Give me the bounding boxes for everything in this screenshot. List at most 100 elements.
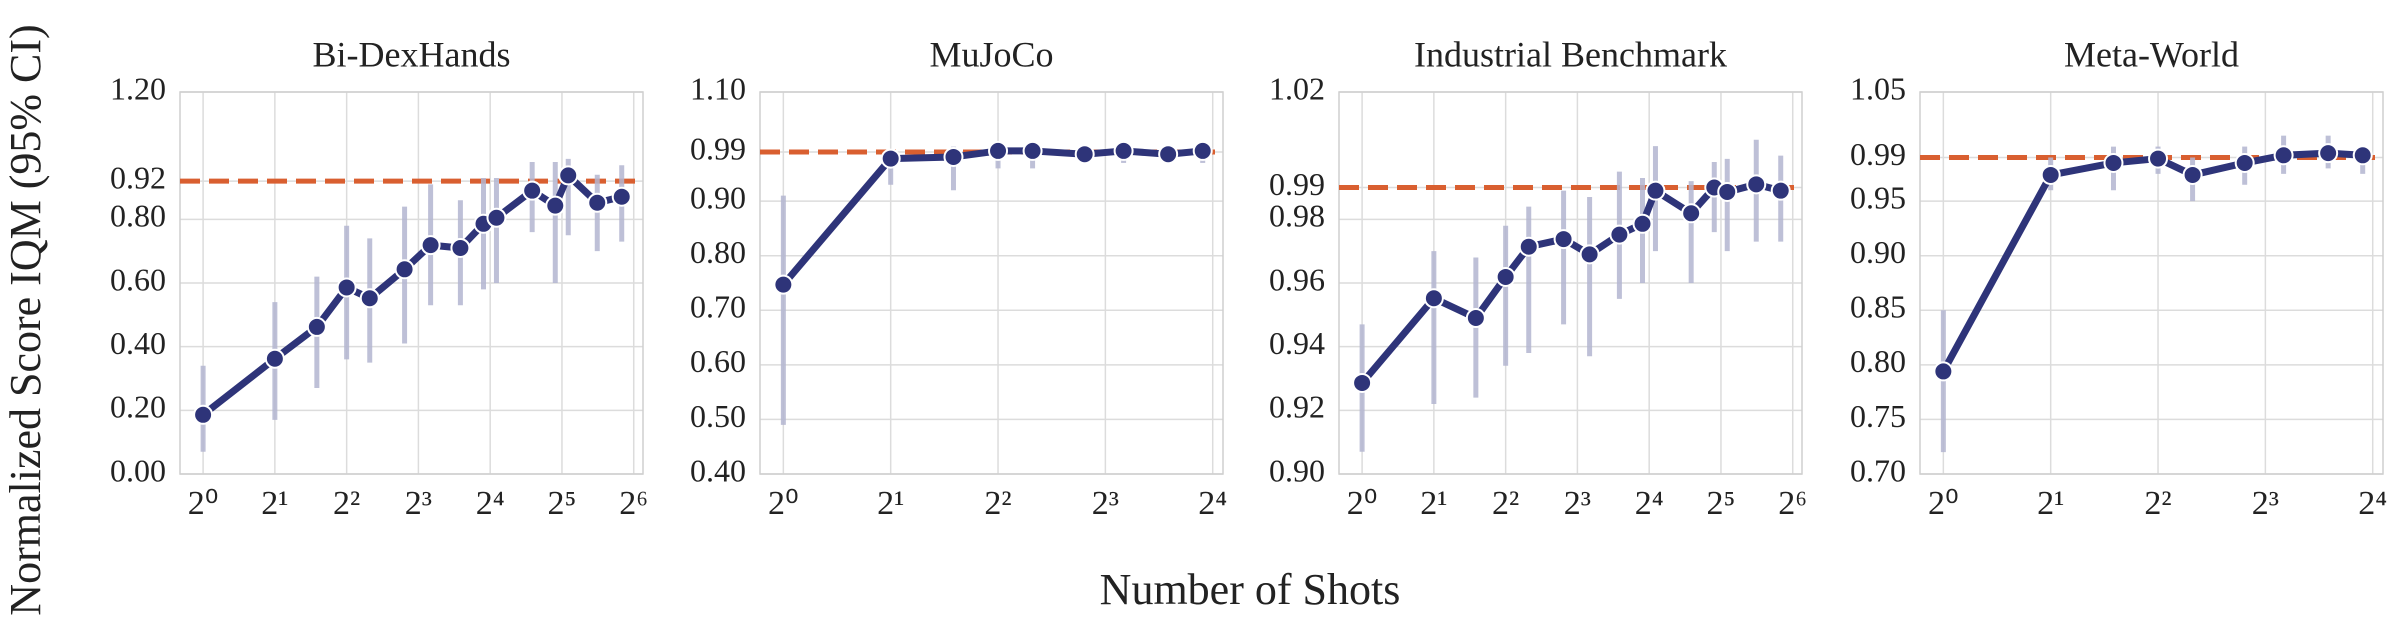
data-point [1352, 372, 1373, 393]
y-tick-label: 0.40 [110, 325, 166, 361]
data-point [2103, 152, 2124, 173]
y-tick-label: 0.75 [1850, 398, 1906, 434]
data-point [943, 146, 964, 167]
data-point [450, 237, 471, 258]
data-point [2182, 164, 2203, 185]
y-tick-label: 0.80 [110, 198, 166, 234]
y-tick-label: 0.60 [110, 261, 166, 297]
data-point [587, 192, 608, 213]
y-tick-label: 1.10 [690, 70, 746, 106]
plot-frame [759, 91, 1224, 475]
series-line [1940, 149, 2363, 374]
x-tick-label: 2² [2144, 485, 2171, 522]
data-point [1632, 213, 1653, 234]
subplot-title: Meta-World [2064, 34, 2239, 74]
data-point [1681, 203, 1702, 224]
x-tick-label: 2⁰ [188, 485, 219, 522]
data-point [773, 274, 794, 295]
data-point [336, 277, 357, 298]
data-point [2148, 148, 2169, 169]
y-tick-label: 0.85 [1850, 289, 1906, 325]
y-tick-label: 0.20 [110, 389, 166, 425]
plot-frame [1919, 91, 2384, 475]
data-point [2234, 152, 2255, 173]
x-tick-label: 2⁶ [1778, 485, 1807, 522]
y-axis-label: Normalized Score IQM (95% CI) [1, 24, 50, 615]
data-point [264, 348, 285, 369]
data-point [1645, 180, 1666, 201]
x-tick-label: 2³ [1564, 485, 1591, 522]
y-tick-label: 0.60 [690, 343, 746, 379]
data-point [2352, 145, 2373, 166]
data-point [2040, 164, 2061, 185]
data-point [1770, 180, 1791, 201]
x-tick-label: 2⁴ [476, 485, 505, 522]
x-axis-label: Number of Shots [1100, 565, 1401, 614]
x-tick-label: 2¹ [877, 485, 904, 522]
data-point [611, 186, 632, 207]
data-point [1746, 174, 1767, 195]
subplot-title: Industrial Benchmark [1414, 34, 1727, 74]
plot-frame [179, 91, 644, 475]
x-tick-label: 2² [1492, 485, 1519, 522]
data-point [1113, 140, 1134, 161]
x-tick-label: 2⁵ [548, 485, 577, 522]
y-tick-label: 0.90 [1850, 234, 1906, 270]
y-tick-label: 0.99 [1269, 166, 1325, 202]
x-tick-label: 2¹ [1420, 485, 1447, 522]
y-tick-label: 1.05 [1850, 70, 1906, 106]
data-point [1465, 308, 1486, 329]
y-tick-label: 0.90 [1269, 452, 1325, 488]
data-point [1022, 140, 1043, 161]
x-tick-label: 2² [984, 485, 1011, 522]
x-tick-label: 2⁰ [768, 485, 799, 522]
data-point [988, 140, 1009, 161]
data-point [394, 259, 415, 280]
data-point [359, 288, 380, 309]
data-point [880, 148, 901, 169]
data-point [486, 207, 507, 228]
y-tick-label: 0.70 [690, 289, 746, 325]
y-tick-label: 0.96 [1269, 261, 1325, 297]
data-point [1579, 244, 1600, 265]
data-point [1074, 144, 1095, 165]
y-tick-label: 0.90 [690, 179, 746, 215]
y-tick-label: 0.80 [690, 234, 746, 270]
y-tick-label: 0.92 [1269, 389, 1325, 425]
y-tick-label: 0.00 [110, 452, 166, 488]
x-tick-label: 2¹ [2037, 485, 2064, 522]
series-line [780, 147, 1204, 287]
y-tick-label: 0.99 [1850, 136, 1906, 172]
data-point [1192, 140, 1213, 161]
subplot-title: Bi-DexHands [313, 34, 511, 74]
y-tick-label: 0.94 [1269, 325, 1325, 361]
data-point [306, 316, 327, 337]
y-tick-label: 0.80 [1850, 343, 1906, 379]
data-point [558, 165, 579, 186]
x-tick-label: 2⁵ [1707, 485, 1736, 522]
data-point [2273, 145, 2294, 166]
y-tick-label: 0.98 [1269, 198, 1325, 234]
x-tick-label: 2² [333, 485, 360, 522]
data-point [1518, 236, 1539, 257]
y-tick-label: 0.50 [690, 398, 746, 434]
data-point [193, 404, 214, 425]
x-tick-label: 2¹ [261, 485, 288, 522]
y-tick-label: 0.40 [690, 452, 746, 488]
data-point [522, 180, 543, 201]
data-point [1717, 181, 1738, 202]
data-point [1553, 229, 1574, 250]
x-tick-label: 2³ [405, 485, 432, 522]
data-point [1495, 266, 1516, 287]
y-tick-label: 0.70 [1850, 452, 1906, 488]
x-tick-label: 2⁰ [1347, 485, 1378, 522]
subplot-title: MuJoCo [929, 34, 1053, 74]
data-point [545, 195, 566, 216]
plot-frame [1338, 91, 1803, 475]
x-tick-label: 2⁶ [619, 485, 648, 522]
y-tick-label: 1.20 [110, 70, 166, 106]
data-point [420, 235, 441, 256]
x-tick-label: 2⁴ [2358, 485, 2387, 522]
data-point [1423, 288, 1444, 309]
